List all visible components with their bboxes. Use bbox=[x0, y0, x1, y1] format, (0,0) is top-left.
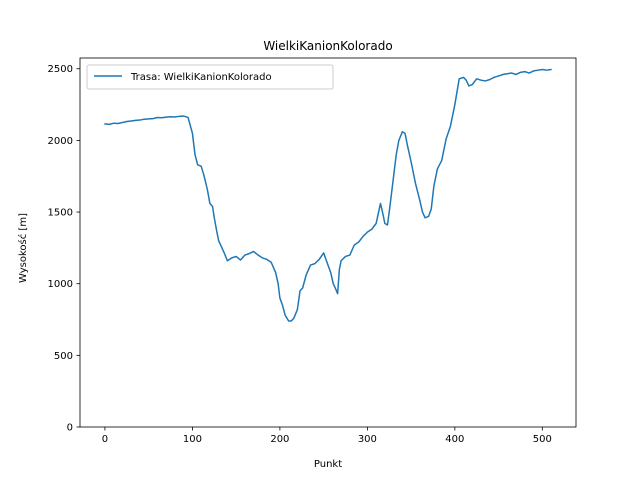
y-axis-title: Wysokość [m] bbox=[17, 213, 29, 283]
x-tick-label: 200 bbox=[270, 434, 289, 445]
x-tick-label: 400 bbox=[445, 434, 464, 445]
legend-label: Trasa: WielkiKanionKolorado bbox=[130, 72, 272, 83]
legend-box bbox=[86, 64, 334, 90]
x-axis-title: Punkt bbox=[314, 459, 342, 470]
y-tick-label: 500 bbox=[54, 351, 73, 362]
plot-area bbox=[104, 68, 552, 322]
y-tick-label: 0 bbox=[67, 423, 73, 434]
y-tick-label: 2000 bbox=[48, 136, 73, 147]
axes-frame bbox=[79, 57, 577, 428]
series-line-0 bbox=[104, 68, 552, 322]
chart-title: WielkiKanionKolorado bbox=[263, 39, 392, 53]
y-tick-label: 1500 bbox=[48, 208, 73, 219]
y-tick-label: 2500 bbox=[48, 64, 73, 75]
x-tick-label: 500 bbox=[533, 434, 552, 445]
axes: 0 100 200 300 400 500 0 500 1000 1500 2000 2500 bbox=[48, 57, 577, 445]
x-tick-label: 0 bbox=[102, 434, 108, 445]
x-tick-label: 300 bbox=[358, 434, 377, 445]
legend: Trasa: WielkiKanionKolorado bbox=[86, 64, 334, 90]
x-tick-label: 100 bbox=[183, 434, 202, 445]
y-tick-label: 1000 bbox=[48, 279, 73, 290]
